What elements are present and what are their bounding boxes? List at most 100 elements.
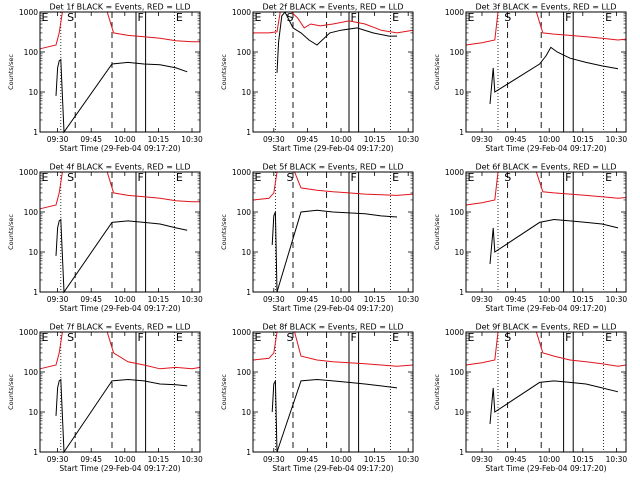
y-tick-label: 10 bbox=[28, 408, 38, 417]
marker-letter: E bbox=[255, 331, 262, 344]
y-axis-label: Counts/sec bbox=[220, 374, 228, 410]
events-series-line bbox=[276, 11, 397, 73]
x-tick-label: 10:15 bbox=[572, 135, 594, 144]
x-tick-label: 10:00 bbox=[114, 135, 136, 144]
x-tick-label: 10:30 bbox=[397, 135, 419, 144]
marker-letter: F bbox=[565, 331, 571, 344]
marker-letter: F bbox=[351, 171, 357, 184]
panel-title: Det 4f BLACK = Events, RED = LLD bbox=[49, 163, 190, 172]
events-series-line bbox=[55, 218, 188, 294]
marker-letter: S bbox=[287, 11, 294, 24]
marker-letter: E bbox=[468, 331, 475, 344]
events-series-line bbox=[271, 378, 398, 453]
marker-letter: E bbox=[255, 11, 262, 24]
marker-letter: E bbox=[468, 11, 475, 24]
y-tick-label: 1000 bbox=[232, 168, 251, 177]
x-tick-label: 09:30 bbox=[263, 455, 285, 464]
x-tick-label: 10:30 bbox=[181, 455, 203, 464]
x-tick-label: 10:00 bbox=[114, 455, 136, 464]
marker-letter: E bbox=[605, 11, 612, 24]
events-series-line bbox=[271, 209, 398, 293]
x-tick-label: 10:30 bbox=[606, 455, 628, 464]
marker-letter: E bbox=[392, 11, 399, 24]
detector-panel-4: Det 4f BLACK = Events, RED = LLD Counts/s… bbox=[7, 163, 203, 314]
x-tick-label: 10:30 bbox=[397, 295, 419, 304]
panel-title: Det 8f BLACK = Events, RED = LLD bbox=[262, 323, 403, 332]
marker-letter: S bbox=[67, 331, 74, 344]
y-axis-label: Counts/sec bbox=[7, 374, 15, 410]
x-axis-label: Start Time (29-Feb-04 09:17:20) bbox=[485, 144, 606, 153]
panel-title: Det 2f BLACK = Events, RED = LLD bbox=[262, 3, 403, 12]
events-series-line bbox=[489, 218, 619, 265]
x-tick-label: 09:30 bbox=[47, 135, 69, 144]
lld-series-line bbox=[39, 11, 200, 50]
detector-panel-8: Det 8f BLACK = Events, RED = LLD Counts/s… bbox=[220, 323, 419, 474]
y-tick-label: 10 bbox=[241, 408, 251, 417]
x-tick-label: 10:00 bbox=[538, 135, 560, 144]
marker-letter: F bbox=[138, 11, 144, 24]
marker-letter: F bbox=[138, 171, 144, 184]
x-tick-label: 09:30 bbox=[471, 295, 493, 304]
lld-series-line bbox=[252, 331, 414, 367]
y-tick-label: 1 bbox=[459, 448, 464, 457]
y-tick-label: 100 bbox=[237, 208, 252, 217]
detector-panel-9: Det 9f BLACK = Events, RED = LLD Counts/s… bbox=[433, 323, 627, 474]
y-tick-label: 100 bbox=[237, 48, 252, 57]
marker-letter: F bbox=[351, 331, 357, 344]
events-series-line bbox=[55, 58, 188, 134]
y-tick-label: 1000 bbox=[445, 168, 464, 177]
x-tick-label: 09:45 bbox=[80, 455, 102, 464]
x-tick-label: 10:15 bbox=[148, 135, 170, 144]
y-tick-label: 100 bbox=[24, 48, 39, 57]
plot-frame bbox=[252, 331, 414, 453]
y-tick-label: 1000 bbox=[232, 8, 251, 17]
y-tick-label: 1000 bbox=[232, 328, 251, 337]
lld-series-line bbox=[465, 331, 627, 367]
x-tick-label: 10:30 bbox=[181, 295, 203, 304]
x-tick-label: 10:15 bbox=[148, 295, 170, 304]
y-tick-label: 10 bbox=[241, 248, 251, 257]
plot-frame bbox=[39, 11, 201, 133]
y-tick-label: 1 bbox=[33, 288, 38, 297]
marker-letter: E bbox=[605, 171, 612, 184]
x-tick-label: 10:30 bbox=[606, 135, 628, 144]
y-tick-label: 1 bbox=[246, 128, 251, 137]
marker-letter: S bbox=[504, 11, 511, 24]
x-tick-label: 10:30 bbox=[397, 455, 419, 464]
x-tick-label: 09:30 bbox=[47, 455, 69, 464]
x-tick-label: 09:45 bbox=[505, 295, 527, 304]
x-axis-label: Start Time (29-Feb-04 09:17:20) bbox=[59, 304, 180, 313]
y-tick-label: 10 bbox=[28, 248, 38, 257]
x-tick-label: 09:30 bbox=[263, 295, 285, 304]
x-axis-label: Start Time (29-Feb-04 09:17:20) bbox=[272, 144, 393, 153]
marker-letter: S bbox=[287, 331, 294, 344]
panel-title: Det 7f BLACK = Events, RED = LLD bbox=[49, 323, 190, 332]
marker-letter: E bbox=[392, 171, 399, 184]
marker-letter: S bbox=[504, 171, 511, 184]
marker-letter: E bbox=[605, 331, 612, 344]
lld-series-line bbox=[39, 171, 200, 210]
x-tick-label: 09:45 bbox=[505, 455, 527, 464]
marker-letter: F bbox=[351, 11, 357, 24]
marker-letter: E bbox=[42, 11, 49, 24]
x-axis-label: Start Time (29-Feb-04 09:17:20) bbox=[485, 304, 606, 313]
y-tick-label: 1 bbox=[246, 448, 251, 457]
x-tick-label: 10:15 bbox=[364, 455, 386, 464]
plot-frame bbox=[39, 331, 201, 453]
x-tick-label: 09:30 bbox=[471, 455, 493, 464]
plot-frame bbox=[252, 171, 414, 293]
plot-frame bbox=[465, 331, 627, 453]
y-axis-label: Counts/sec bbox=[433, 54, 441, 90]
y-axis-label: Counts/sec bbox=[220, 54, 228, 90]
marker-letter: F bbox=[565, 11, 571, 24]
y-tick-label: 10 bbox=[28, 88, 38, 97]
y-tick-label: 1000 bbox=[19, 8, 38, 17]
x-tick-label: 10:00 bbox=[330, 455, 352, 464]
lld-series-line bbox=[465, 171, 627, 206]
x-axis-label: Start Time (29-Feb-04 09:17:20) bbox=[59, 144, 180, 153]
marker-letter: E bbox=[176, 331, 183, 344]
plot-frame bbox=[465, 11, 627, 133]
marker-letter: S bbox=[67, 171, 74, 184]
x-tick-label: 09:30 bbox=[471, 135, 493, 144]
